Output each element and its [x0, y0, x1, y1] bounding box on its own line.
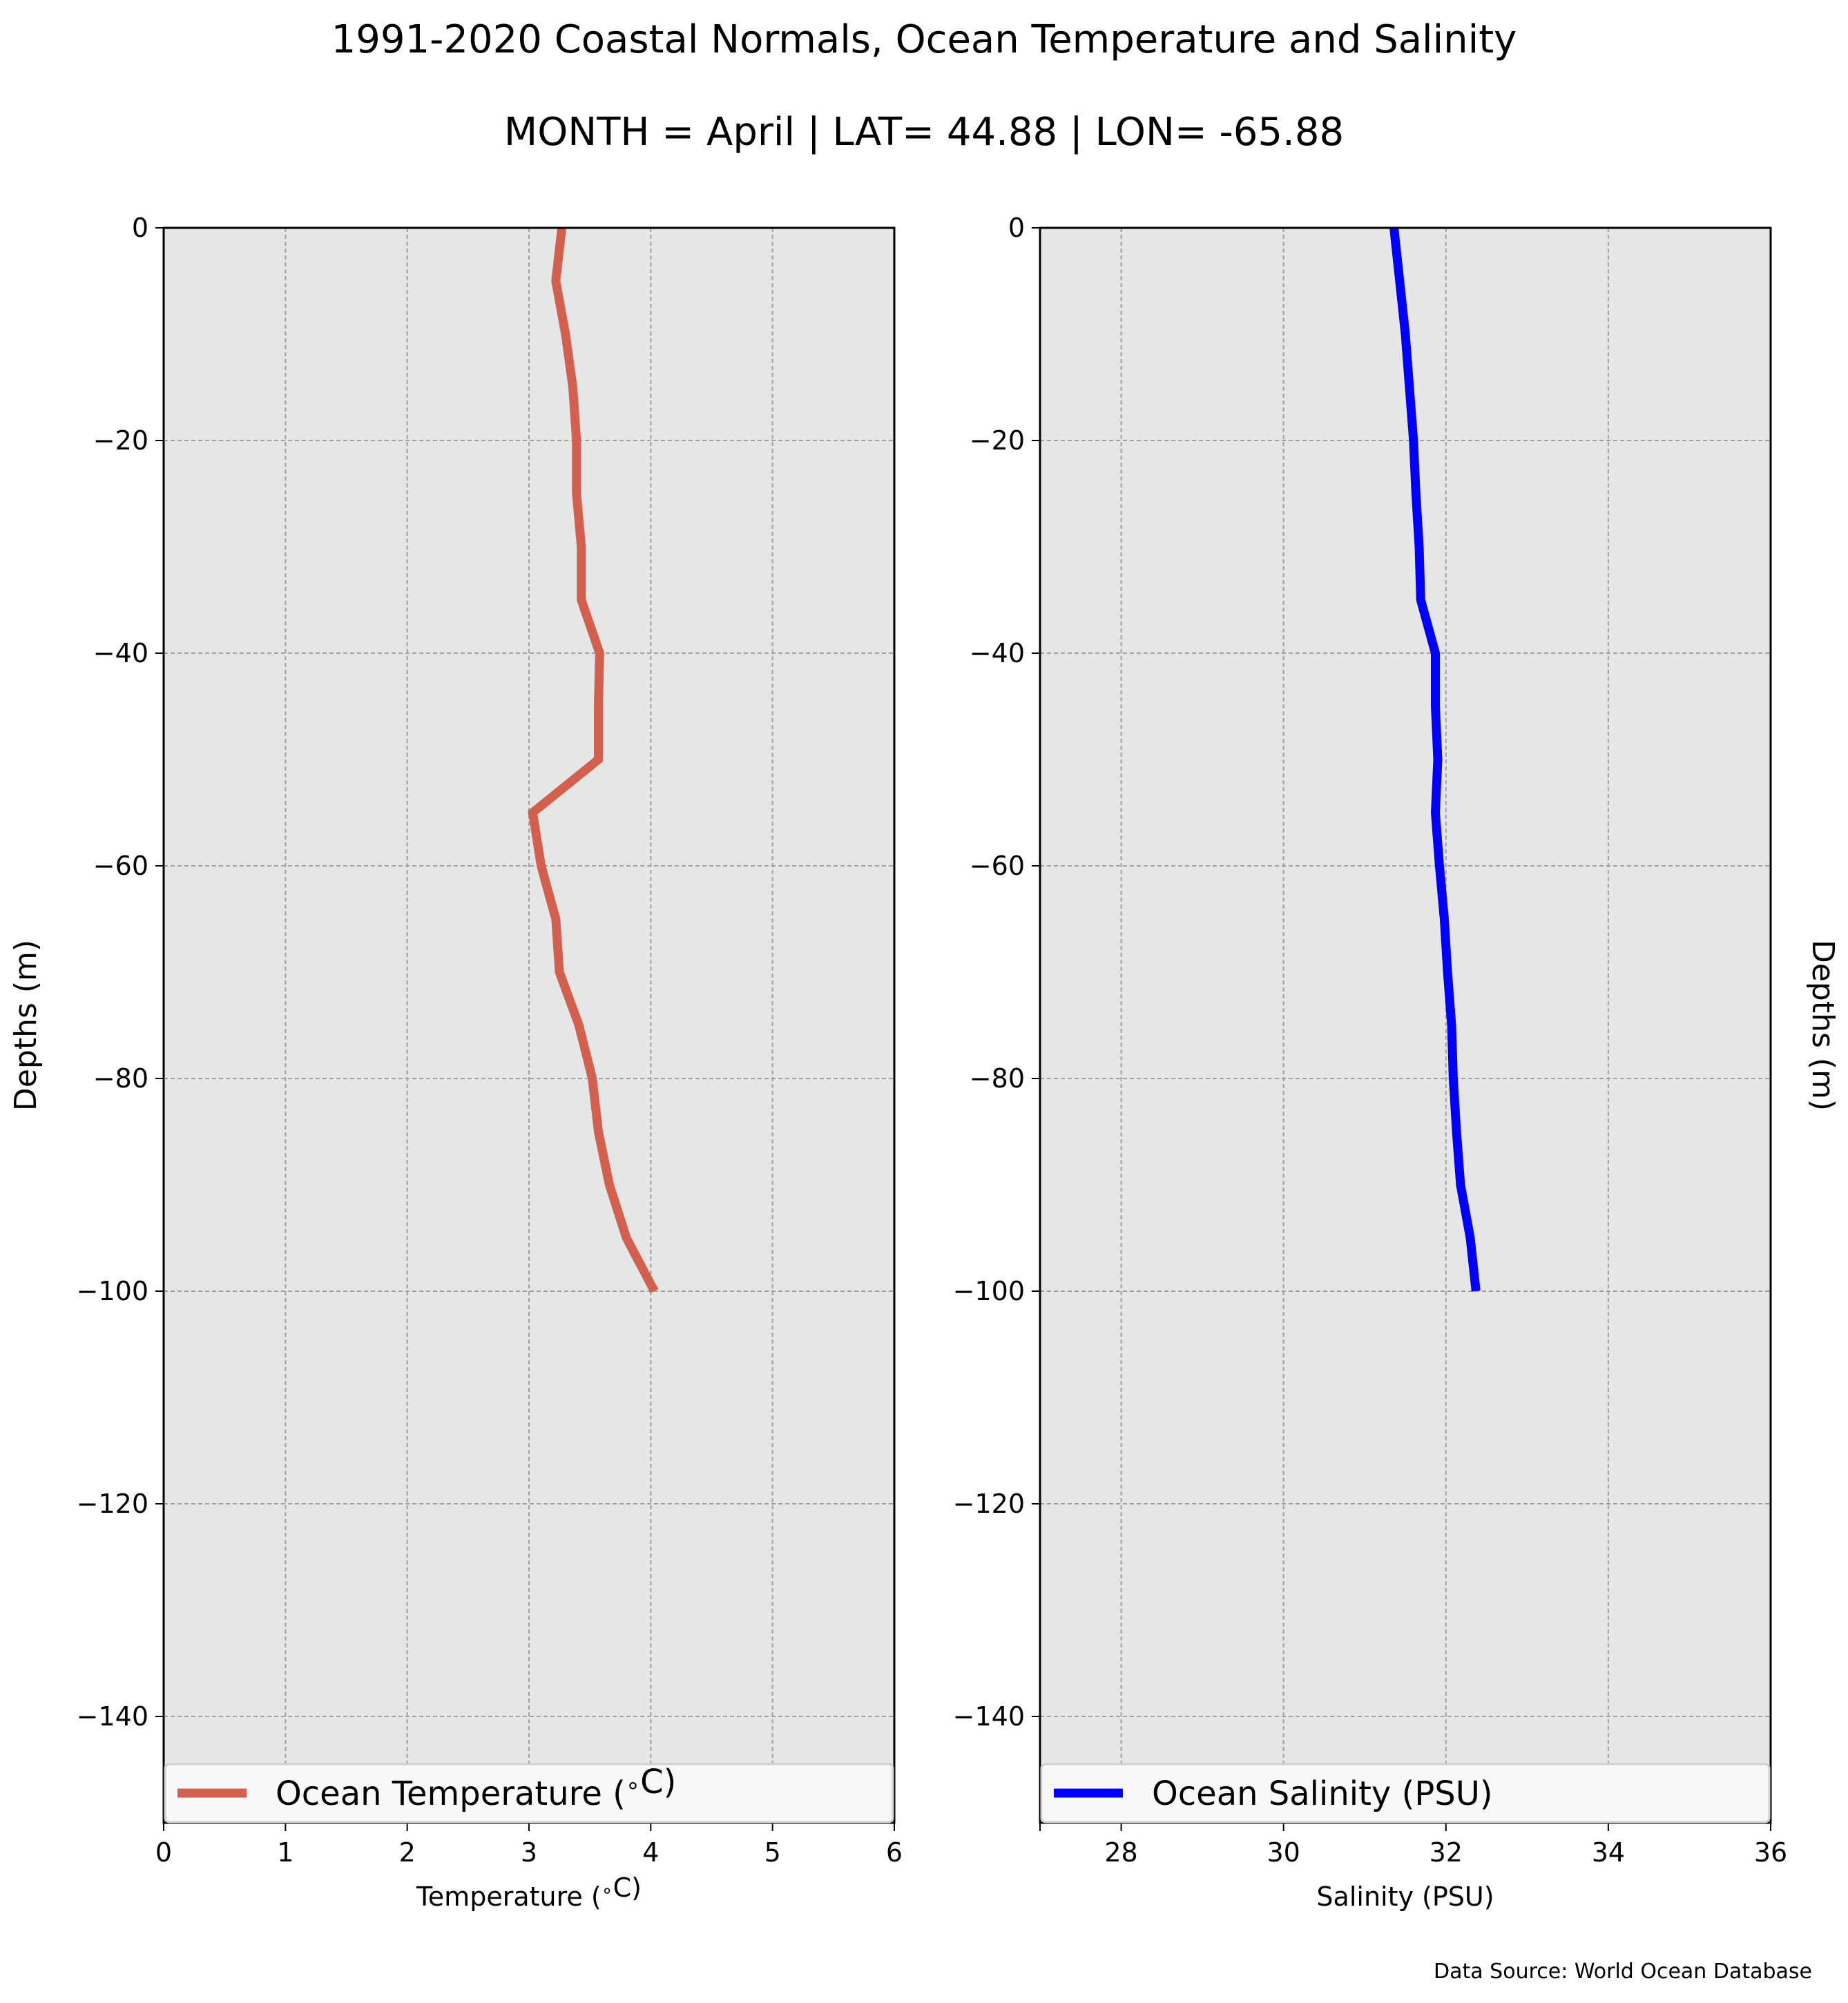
x-tick-label: 30	[1267, 1837, 1300, 1868]
legend: Ocean Temperature (∘C)	[164, 1763, 894, 1823]
y-tick-label: −60	[970, 851, 1025, 881]
y-tick-label: −20	[93, 425, 148, 456]
x-tick-label: 4	[642, 1837, 659, 1868]
legend: Ocean Salinity (PSU)	[1040, 1763, 1771, 1823]
x-tick-label: 36	[1754, 1837, 1787, 1868]
x-axis-label: Salinity (PSU)	[1316, 1881, 1494, 1912]
series-line-1	[528, 227, 659, 1294]
data-source-note: Data Source: World Ocean Database	[1434, 1960, 1812, 1984]
x-tick-label: 32	[1430, 1837, 1463, 1868]
x-tick-label: 6	[886, 1837, 903, 1868]
chart-subtitle: MONTH = April | LAT= 44.88 | LON= -65.88	[503, 110, 1345, 155]
y-axis-label: Depths (m)	[8, 940, 44, 1111]
y-tick-label: −20	[970, 425, 1025, 456]
x-tick-label: 2	[399, 1837, 416, 1868]
legend-box	[1040, 1763, 1771, 1823]
y-tick-label: −120	[77, 1489, 148, 1519]
x-tick-label: 1	[277, 1837, 293, 1868]
chart-title: 1991-2020 Coastal Normals, Ocean Tempera…	[331, 17, 1517, 62]
series-line-1	[1389, 227, 1481, 1292]
chart-panel-1: 0 1 2 3 4 5 6 0 −20 −40 −60 −80 −100 −120 −140 Temperat…	[8, 213, 903, 1912]
y-tick-label: −100	[953, 1276, 1025, 1306]
x-tick-label: 3	[521, 1837, 537, 1868]
y-tick-label: −140	[77, 1701, 148, 1732]
y-tick-label: −40	[93, 638, 148, 668]
plot-area-background	[1040, 228, 1771, 1823]
x-tick-label: 34	[1592, 1837, 1625, 1868]
legend-label: Ocean Salinity (PSU)	[1152, 1774, 1493, 1813]
x-axis-label: Temperature (∘C)	[416, 1873, 642, 1912]
x-tick-label: 28	[1104, 1837, 1137, 1868]
y-tick-label: −60	[93, 851, 148, 881]
y-tick-label: 0	[1008, 213, 1025, 243]
y-axis-label: Depths (m)	[1805, 940, 1840, 1111]
chart-panel-2: 28 30 32 34 36 0 −20 −40 −60 −80 −100 −120 −140 Salin…	[953, 213, 1840, 1912]
y-tick-label: −140	[953, 1701, 1025, 1732]
x-tick-label: 5	[764, 1837, 781, 1868]
y-tick-label: −40	[970, 638, 1025, 668]
y-tick-label: −80	[970, 1063, 1025, 1094]
y-tick-label: 0	[132, 213, 148, 243]
y-tick-label: −120	[953, 1489, 1025, 1519]
legend-box	[164, 1763, 894, 1823]
y-tick-label: −80	[93, 1063, 148, 1094]
y-tick-label: −100	[77, 1276, 148, 1306]
x-tick-label: 0	[155, 1837, 172, 1868]
legend-label: Ocean Temperature (∘C)	[276, 1763, 676, 1813]
